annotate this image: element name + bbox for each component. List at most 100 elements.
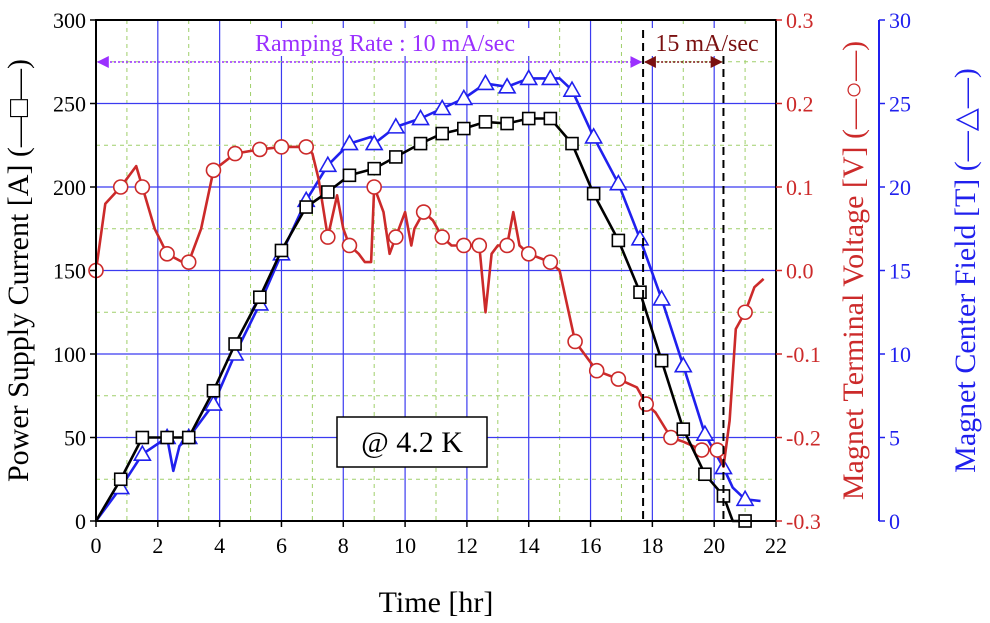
left-tick-label: 150 (53, 259, 86, 284)
left-tick-label: 200 (53, 175, 86, 200)
x-tick-label: 16 (580, 533, 602, 558)
left-tick-label: 250 (53, 92, 86, 117)
voltage-axis-label: Magnet Terminal Voltage [V] (—○—) (837, 41, 870, 500)
right2-tick-label: 10 (889, 342, 911, 367)
triangle-point (364, 133, 384, 151)
triangle-point (695, 424, 715, 441)
ramp1-label: Ramping Rate : 10 mA/sec (255, 31, 515, 57)
circle-point (320, 229, 336, 245)
square-point (274, 243, 289, 258)
triangle-point (673, 356, 693, 373)
temperature-label: @ 4.2 K (361, 426, 463, 459)
x-tick-label: 12 (456, 533, 478, 558)
right1-tick-label: 0.1 (786, 175, 814, 200)
circle-point (159, 246, 175, 262)
circle-point (456, 237, 472, 254)
right2-tick-label: 30 (889, 8, 911, 33)
square-point (135, 430, 150, 445)
square-point (654, 353, 669, 368)
triangle-point (519, 68, 539, 86)
x-tick-labels: 0 2 4 6 8 10 12 14 16 18 20 22 (91, 521, 787, 558)
x-tick-label: 6 (276, 533, 287, 558)
square-point (435, 126, 449, 141)
x-tick-label: 2 (152, 533, 163, 558)
temperature-box (336, 416, 488, 468)
field-axis-tick-labels: 0 5 10 15 20 25 30 (879, 8, 911, 534)
square-point (228, 337, 242, 351)
triangle-point (630, 229, 650, 246)
square-point (181, 430, 196, 445)
square-point (457, 121, 471, 136)
x-tick-label: 4 (214, 533, 225, 558)
circle-point (520, 246, 537, 262)
triangle-point (432, 98, 452, 116)
square-point (160, 430, 174, 445)
right2-tick-label: 20 (889, 175, 911, 200)
triangle-point (340, 133, 359, 151)
x-tick-label: 10 (394, 533, 416, 558)
circle-point (737, 304, 753, 321)
circle-point (134, 179, 151, 195)
circle-point (542, 254, 559, 270)
series-circle (88, 139, 765, 469)
circle-point (252, 141, 268, 158)
square-point (565, 136, 579, 151)
x-tick-label: 8 (338, 533, 349, 558)
square-point (543, 111, 558, 126)
circle-point (567, 333, 583, 350)
x-tick-label: 18 (641, 533, 663, 558)
right2-tick-label: 0 (889, 509, 900, 534)
right1-tick-label: -0.3 (786, 509, 821, 534)
circle-point (434, 229, 450, 245)
right2-tick-label: 5 (889, 426, 900, 451)
square-point (698, 467, 712, 482)
x-tick-label: 0 (91, 533, 102, 558)
left-tick-label: 100 (53, 342, 86, 367)
circle-point (273, 139, 290, 155)
circle-point (388, 229, 404, 245)
square-point (676, 422, 691, 436)
square-point (413, 136, 428, 151)
triangle-point (318, 155, 338, 173)
right1-tick-label: 0.0 (786, 259, 814, 284)
square-point (521, 111, 536, 126)
circle-point (341, 237, 358, 254)
voltage-axis-tick-labels: -0.3 -0.2 -0.1 0.0 0.1 0.2 0.3 (776, 8, 821, 534)
left-tick-label: 0 (75, 509, 86, 534)
circle-point (610, 371, 627, 387)
right2-tick-label: 15 (889, 259, 911, 284)
triangle-point (476, 73, 495, 91)
right1-tick-label: 0.2 (786, 92, 814, 117)
series-line-circle (94, 145, 765, 469)
circle-point (180, 254, 197, 270)
circle-point (638, 396, 654, 412)
circle-point (227, 145, 243, 162)
x-tick-label: 14 (518, 533, 540, 558)
annotations: Ramping Rate : 10 mA/sec 15 mA/sec @ 4.2… (96, 28, 769, 521)
circle-point (709, 442, 726, 458)
triangle-point (454, 88, 474, 106)
field-axis-label: Magnet Center Field [T] (—△—) (949, 68, 982, 473)
circle-point (298, 139, 314, 155)
square-point (478, 115, 493, 129)
left-tick-label: 300 (53, 8, 86, 33)
square-point (367, 161, 381, 176)
square-point (113, 472, 128, 487)
circle-point (499, 237, 515, 254)
x-axis-label: Time [hr] (379, 586, 494, 619)
triangle-point (735, 489, 755, 507)
x-tick-label: 22 (765, 533, 787, 558)
triangle-point (411, 108, 430, 126)
square-point (206, 383, 221, 398)
right1-tick-label: 0.3 (786, 8, 814, 33)
triangle-point (386, 117, 406, 134)
series-layer (88, 68, 765, 528)
square-point (500, 116, 514, 131)
triangle-point (652, 289, 672, 306)
right2-tick-label: 25 (889, 92, 911, 117)
circle-point (471, 237, 488, 254)
series-triangle (94, 68, 761, 522)
square-point (586, 186, 601, 201)
x-tick-label: 20 (703, 533, 725, 558)
